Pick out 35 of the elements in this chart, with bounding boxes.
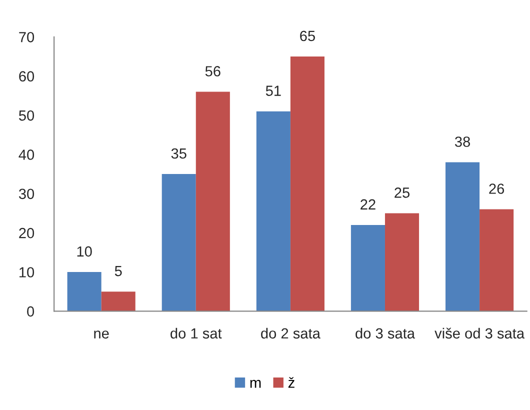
y-tick-label: 10: [20, 267, 34, 278]
legend-label: m: [250, 380, 261, 388]
y-tick-label: 60: [19, 71, 34, 82]
legend-label: ž: [288, 377, 294, 388]
y-tick-label: 50: [18, 110, 34, 121]
bar: [256, 111, 290, 312]
x-tick-label: ne: [94, 330, 109, 339]
x-tick-label: do 3 sata: [356, 328, 415, 339]
y-tick-label: 40: [18, 150, 34, 160]
data-label: 25: [394, 188, 410, 198]
bar: [384, 213, 420, 312]
data-label: 65: [300, 30, 315, 42]
bar: [446, 162, 480, 312]
y-tick-label: 0: [27, 306, 34, 317]
data-label: 38: [454, 136, 470, 147]
data-label: 5: [114, 266, 122, 276]
data-label: 56: [205, 66, 220, 76]
data-label: 10: [77, 246, 92, 257]
y-tick-label: 20: [19, 228, 34, 238]
data-label: 51: [266, 86, 281, 96]
x-tick-label: više od 3 sata: [434, 328, 525, 339]
bar: [480, 209, 514, 312]
x-tick-label: do 2 sata: [261, 328, 320, 339]
y-tick-label: 70: [19, 32, 34, 42]
bar: [162, 174, 196, 312]
bar: [101, 292, 136, 312]
x-tick-label: do 1 sat: [170, 328, 222, 339]
bar: [290, 56, 324, 312]
data-label: 26: [489, 184, 504, 194]
bar: [350, 224, 385, 312]
data-label: 35: [171, 148, 186, 159]
bar: [67, 272, 102, 312]
bar: [196, 92, 230, 312]
y-tick-label: 30: [18, 188, 34, 200]
data-label: 22: [360, 199, 376, 210]
